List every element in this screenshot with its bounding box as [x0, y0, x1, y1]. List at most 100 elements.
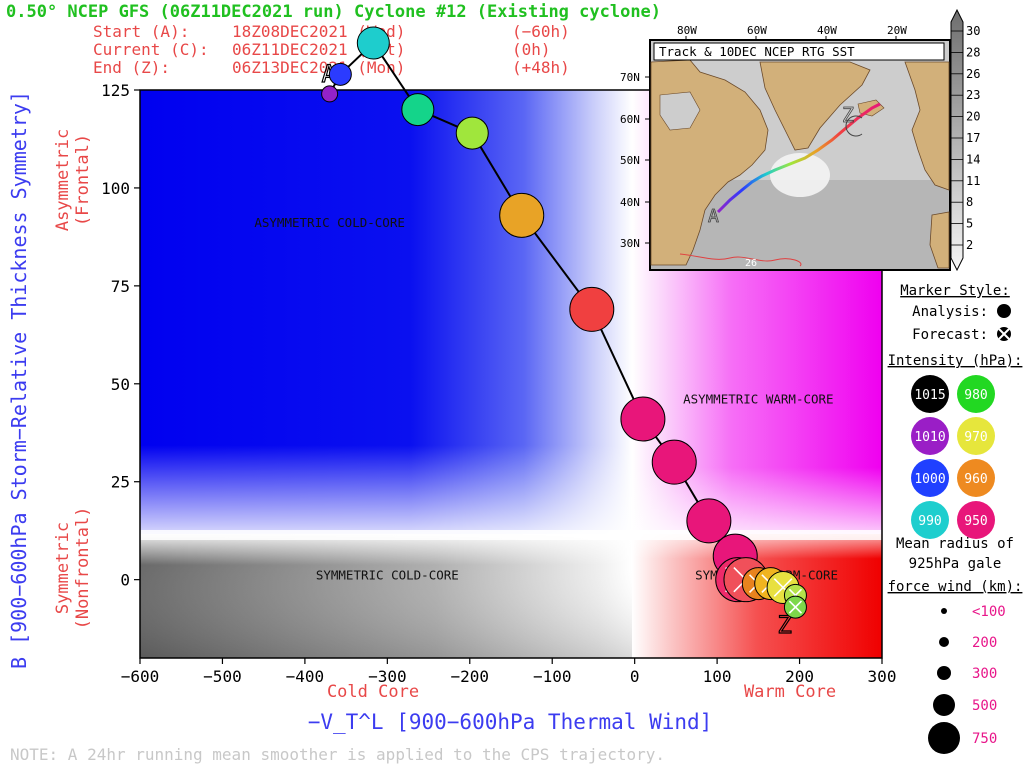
intensity-legend: 1015 980 1010 970 1000 960 990 950 [911, 375, 995, 539]
inset-lon-20w: 20W [887, 24, 907, 37]
y-tick-label: 125 [101, 81, 130, 100]
intensity-value: 950 [964, 514, 987, 529]
end-label: End (Z): [93, 58, 170, 77]
y-tick-label: 25 [111, 473, 130, 492]
colorbar-label: 2 [966, 238, 973, 252]
radius-value: 750 [972, 731, 997, 747]
colorbar-label: 23 [966, 88, 980, 102]
y-tick-label: 0 [120, 571, 130, 590]
plot-axes: −600 −500 −400 −300 −200 −100 0 100 200 300 0 25 50 7… [101, 81, 896, 686]
sst-26-contour [679, 253, 802, 267]
radius-swatch [941, 608, 947, 614]
inset-lat-40n: 40N [620, 196, 640, 209]
intensity-swatch [957, 375, 995, 413]
x-tick-label: −600 [121, 667, 160, 686]
colorbar-label: 11 [966, 174, 980, 188]
radius-swatch [933, 694, 955, 716]
trajectory-point [321, 85, 339, 103]
legend-radius-title-2: 925hPa gale [909, 556, 1002, 572]
start-label: Start (A): [93, 22, 189, 41]
inset-track-end-Z: Z [842, 103, 854, 127]
x-tick-label: 0 [630, 667, 640, 686]
x-tick-label: −300 [368, 667, 407, 686]
x-sublabel-cold: Cold Core [327, 682, 419, 702]
africa-land [929, 211, 950, 269]
intensity-swatch [911, 417, 949, 455]
trajectory-point [356, 26, 390, 60]
legend-analysis-label: Analysis: [912, 304, 988, 320]
sst-contour-label: 26 [745, 258, 757, 269]
intensity-value: 1010 [914, 430, 945, 445]
end-offset: (+48h) [512, 58, 570, 77]
x-tick-label: 200 [785, 667, 814, 686]
intensity-value: 990 [918, 514, 941, 529]
inset-map-title: Track & 10DEC NCEP RTG SST [659, 44, 855, 59]
radius-value: <100 [972, 604, 1006, 620]
trajectory-point [499, 192, 545, 238]
legend-intensity-title: Intensity (hPa): [888, 353, 1023, 369]
inset-lat-50n: 50N [620, 154, 640, 167]
trajectory-point [651, 439, 697, 485]
trajectory-point [455, 116, 489, 150]
legend-radius-title-1: Mean radius of [896, 536, 1014, 552]
colorbar-label: 28 [966, 45, 980, 59]
radius-swatch [937, 666, 951, 680]
forecast-cross [773, 578, 793, 597]
y-tick-label: 50 [111, 375, 130, 394]
colorbar-label: 5 [966, 217, 973, 231]
legend: Marker Style: Analysis: Forecast: Intens… [888, 283, 1023, 754]
inset-track [716, 102, 881, 214]
x-tick-label: 300 [868, 667, 897, 686]
intensity-swatch [911, 501, 949, 539]
start-offset: (−60h) [512, 22, 570, 41]
radius-value: 300 [972, 666, 997, 682]
inset-lat-70n: 70N [620, 71, 640, 84]
region-label: ASYMMETRIC WARM-CORE [683, 391, 834, 406]
time-info: Start (A): 18Z08DEC2021 (Wed) (−60h) Cur… [93, 22, 570, 77]
trajectory-point [401, 93, 435, 127]
region-label: SYMMETRIC COLD-CORE [316, 568, 459, 583]
x-tick-label: −500 [203, 667, 242, 686]
inset-lat-30n: 30N [620, 237, 640, 250]
colorbar-label: 17 [966, 131, 980, 145]
intensity-swatch [957, 459, 995, 497]
intensity-value: 1015 [914, 388, 945, 403]
analysis-marker-icon [997, 304, 1011, 318]
colorbar-label: 30 [966, 24, 980, 38]
inset-lon-80w: 80W [677, 24, 697, 37]
colorbar-label: 14 [966, 152, 980, 166]
y-sublabel-sym-1: Symmetric [53, 522, 73, 614]
colorbar-label: 20 [966, 110, 980, 124]
current-offset: (0h) [512, 40, 551, 59]
radius-legend: <100 200 300 500 750 [928, 604, 1006, 754]
intensity-swatch [911, 375, 949, 413]
legend-marker-style-title: Marker Style: [900, 283, 1010, 299]
y-axis-title: B [900−600hPa Storm−Relative Thickness S… [7, 91, 31, 669]
track-marker-Z: Z [777, 611, 791, 639]
trajectory-point [620, 396, 666, 442]
y-tick-label: 75 [111, 277, 130, 296]
x-sublabel-warm: Warm Core [744, 682, 836, 702]
x-axis-title: −V_T^L [900−600hPa Thermal Wind] [308, 710, 713, 734]
sst-colorbar-bar [950, 8, 964, 272]
inset-lon-40w: 40W [817, 24, 837, 37]
europe-land [904, 61, 950, 191]
intensity-value: 980 [964, 388, 987, 403]
axis-titles: Cold Core Warm Core −V_T^L [900−600hPa T… [7, 91, 836, 734]
inset-lon-60w: 60W [747, 24, 767, 37]
sst-colorbar: 30 28 26 23 20 17 14 11 8 5 2 [950, 8, 980, 272]
intensity-value: 1000 [914, 472, 945, 487]
x-tick-label: 100 [703, 667, 732, 686]
x-tick-label: −200 [451, 667, 490, 686]
colorbar-label: 26 [966, 67, 980, 81]
y-tick-label: 100 [101, 179, 130, 198]
y-sublabel-asym-2: (Frontal) [73, 134, 93, 226]
radius-value: 500 [972, 698, 997, 714]
trajectory-point [686, 498, 732, 544]
intensity-swatch [957, 417, 995, 455]
intensity-swatch [911, 459, 949, 497]
radius-swatch [939, 637, 949, 647]
radius-swatch [928, 722, 960, 754]
current-label: Current (C): [93, 40, 209, 59]
